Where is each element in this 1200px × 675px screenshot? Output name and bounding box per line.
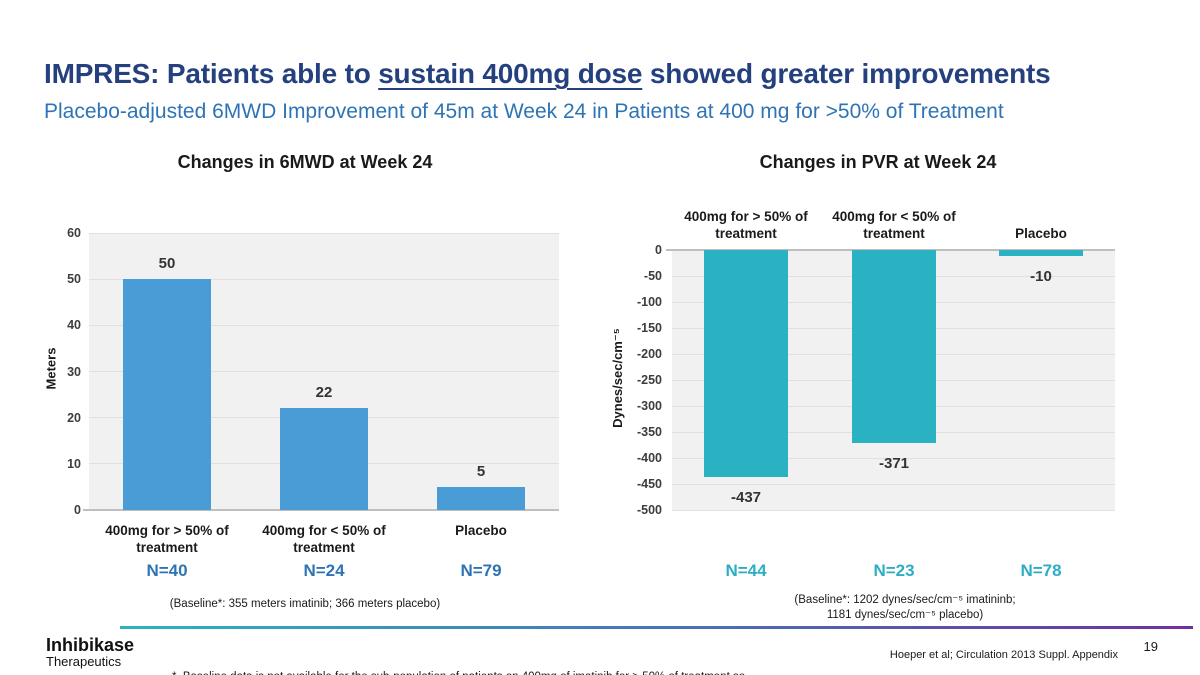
chart-title-pvr: Changes in PVR at Week 24 (759, 152, 997, 172)
page-number: 19 (1143, 639, 1158, 654)
y-tick-label: 20 (67, 410, 81, 425)
y-tick-label: -50 (643, 269, 662, 283)
bar (437, 486, 525, 510)
bar (704, 250, 788, 478)
y-tick-label: -300 (636, 399, 662, 413)
n-label: N=79 (460, 561, 502, 580)
bar (280, 408, 368, 510)
zero-axis-line (83, 509, 559, 511)
baseline-note-pvr-line1: (Baseline*: 1202 dynes/sec/cm⁻⁵ imatinin… (794, 594, 1016, 606)
footer-accent-rule (120, 626, 1193, 629)
bar-value-label: 50 (158, 255, 176, 273)
y-tick-label: -500 (636, 503, 662, 517)
bar-value-label: 5 (476, 462, 486, 480)
bar-value-label: -371 (878, 454, 910, 472)
baseline-note-6mwd: (Baseline*: 355 meters imatinib; 366 met… (169, 598, 441, 610)
n-label: N=78 (1020, 561, 1062, 580)
slide-title: IMPRES: Patients able to sustain 400mg d… (44, 58, 1164, 90)
bar (852, 250, 936, 443)
y-tick-label: 0 (655, 243, 662, 257)
gridline (672, 483, 1115, 485)
gridline (89, 324, 559, 326)
bar-value-label: -10 (1030, 268, 1052, 285)
category-label: 400mg for > 50% of treatment (684, 209, 808, 241)
baseline-note-pvr: (Baseline*: 1202 dynes/sec/cm⁻⁵ imatinin… (660, 593, 1150, 623)
logo-line2: Therapeutics (46, 654, 122, 669)
y-tick-label: 40 (67, 318, 81, 333)
bar-value-label: -437 (730, 489, 762, 507)
y-tick-label: -250 (636, 373, 662, 387)
y-tick-label: 10 (67, 456, 81, 471)
n-label: N=24 (303, 561, 345, 580)
gridline (672, 509, 1115, 511)
n-label: N=23 (873, 561, 915, 580)
category-label: 400mg for < 50% of treatment (262, 523, 386, 555)
baseline-note-pvr-line2: 1181 dynes/sec/cm⁻⁵ placebo) (826, 609, 984, 621)
slide-title-prefix: IMPRES: Patients able to (44, 58, 379, 89)
y-tick-label: -350 (636, 425, 662, 439)
bar (999, 250, 1083, 256)
category-label: Placebo (1015, 226, 1067, 241)
y-tick-label: -400 (636, 451, 662, 465)
category-label: Placebo (455, 523, 507, 538)
gridline (89, 232, 559, 234)
slide-subtitle: Placebo-adjusted 6MWD Improvement of 45m… (44, 100, 1004, 123)
n-label: N=44 (725, 561, 767, 580)
n-label: N=40 (146, 561, 188, 580)
slide-title-underlined: sustain 400mg dose (378, 58, 643, 89)
y-tick-label: -150 (636, 321, 662, 335)
gridline (89, 371, 559, 372)
y-tick-label: 50 (67, 272, 81, 287)
y-tick-label: 60 (67, 226, 81, 240)
bar (123, 279, 211, 510)
category-label: 400mg for < 50% of treatment (832, 209, 956, 241)
category-label: 400mg for > 50% of treatment (105, 523, 229, 555)
y-tick-label: -100 (636, 295, 662, 309)
logo-line1: Inhibikase (46, 635, 135, 655)
citation: Hoeper et al; Circulation 2013 Suppl. Ap… (889, 649, 1118, 661)
slide-title-suffix: showed greater improvements (642, 58, 1051, 89)
y-tick-label: -450 (636, 477, 662, 491)
y-tick-label: 30 (67, 364, 81, 379)
bar-value-label: 22 (315, 384, 333, 402)
footnote-line1: * Baseline data is not available for the… (172, 669, 772, 675)
gridline (672, 457, 1115, 459)
gridline (89, 278, 559, 280)
company-logo: Inhibikase Therapeutics (46, 636, 176, 669)
chart-title-6mwd: Changes in 6MWD at Week 24 (177, 152, 433, 172)
y-tick-label: -200 (636, 347, 662, 361)
y-tick-label: 0 (74, 503, 81, 517)
footnote: * Baseline data is not available for the… (172, 637, 772, 675)
